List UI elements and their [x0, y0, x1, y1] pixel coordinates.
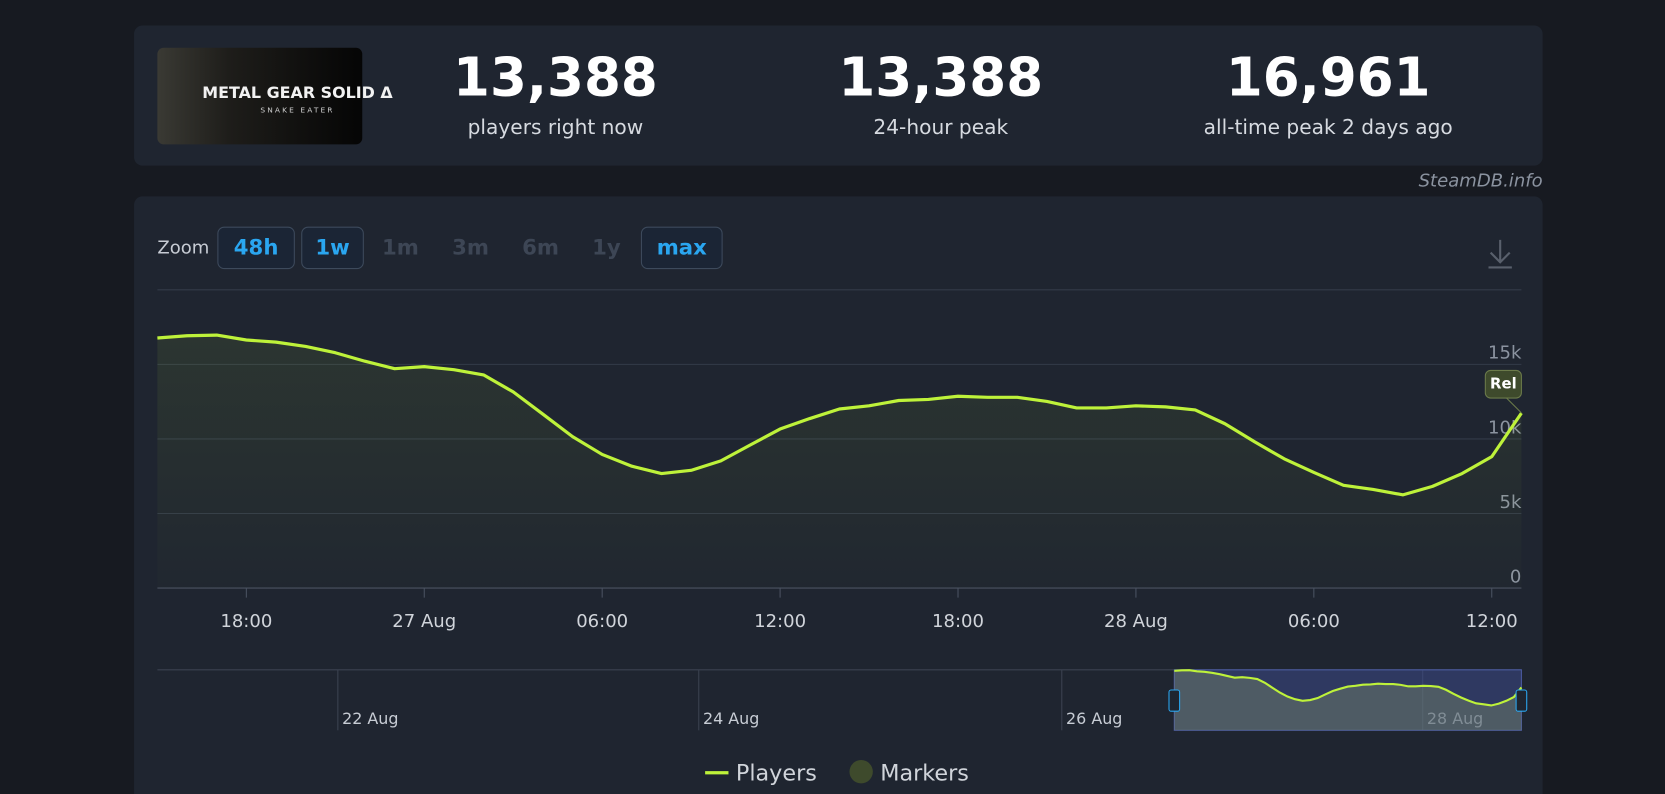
zoom-button[interactable]	[301, 226, 364, 270]
zoom-option[interactable]: 1w	[315, 235, 349, 260]
legend-swatch	[849, 760, 873, 784]
marker-box[interactable]	[1484, 369, 1522, 399]
legend-label[interactable]: Markers	[880, 760, 969, 786]
navigator-label: 26 Aug	[1066, 709, 1122, 728]
source[interactable]: SteamDB.info	[1419, 171, 1543, 192]
header-card	[134, 25, 1543, 166]
area-fill	[157, 335, 1522, 589]
x-tick-label: 18:00	[932, 611, 984, 632]
game-subtitle: SNAKE EATER	[260, 105, 334, 114]
game-title: METAL GEAR SOLID Δ	[202, 83, 393, 102]
navigator-window[interactable]	[1173, 669, 1522, 731]
stat-label: all-time peak 2 days ago	[1204, 115, 1453, 139]
navigator-handle[interactable]	[1515, 689, 1528, 712]
navigator-label: 22 Aug	[342, 709, 398, 728]
stat-label: players right now	[468, 115, 644, 139]
stat-label: 24-hour peak	[873, 115, 1008, 139]
navigator-line	[1174, 669, 1523, 707]
zoom-button[interactable]	[217, 226, 295, 270]
zoom-option[interactable]: 48h	[234, 235, 279, 260]
game-thumbnail[interactable]	[157, 47, 363, 145]
zoom-option: 6m	[522, 235, 559, 260]
stat-value: 16,961	[1226, 46, 1431, 108]
navigator-handle[interactable]	[1168, 689, 1181, 712]
x-tick-label: 18:00	[220, 611, 272, 632]
zoom-option: 3m	[452, 235, 489, 260]
navigator-label: 24 Aug	[703, 709, 759, 728]
series-line	[157, 333, 1523, 497]
x-tick-label: 27 Aug	[392, 611, 456, 632]
x-tick-label: 12:00	[1466, 611, 1518, 632]
stat-value: 13,388	[453, 46, 658, 108]
zoom-option: 1m	[382, 235, 419, 260]
marker-label[interactable]: Rel	[1490, 374, 1517, 392]
zoom-button[interactable]	[640, 226, 723, 270]
legend-label[interactable]: Players	[736, 760, 817, 786]
x-tick-label: 12:00	[754, 611, 806, 632]
stat-value: 13,388	[838, 46, 1043, 108]
x-tick-label: 06:00	[576, 611, 628, 632]
x-tick-label: 06:00	[1288, 611, 1340, 632]
zoom-label: Zoom	[157, 237, 209, 258]
navigator-area	[1174, 670, 1522, 731]
zoom-option: 1y	[592, 235, 621, 260]
download-icon[interactable]	[1488, 239, 1512, 269]
zoom-option[interactable]: max	[657, 235, 707, 260]
x-tick-label: 28 Aug	[1104, 611, 1168, 632]
y-tick-label: 15k	[1488, 343, 1522, 364]
